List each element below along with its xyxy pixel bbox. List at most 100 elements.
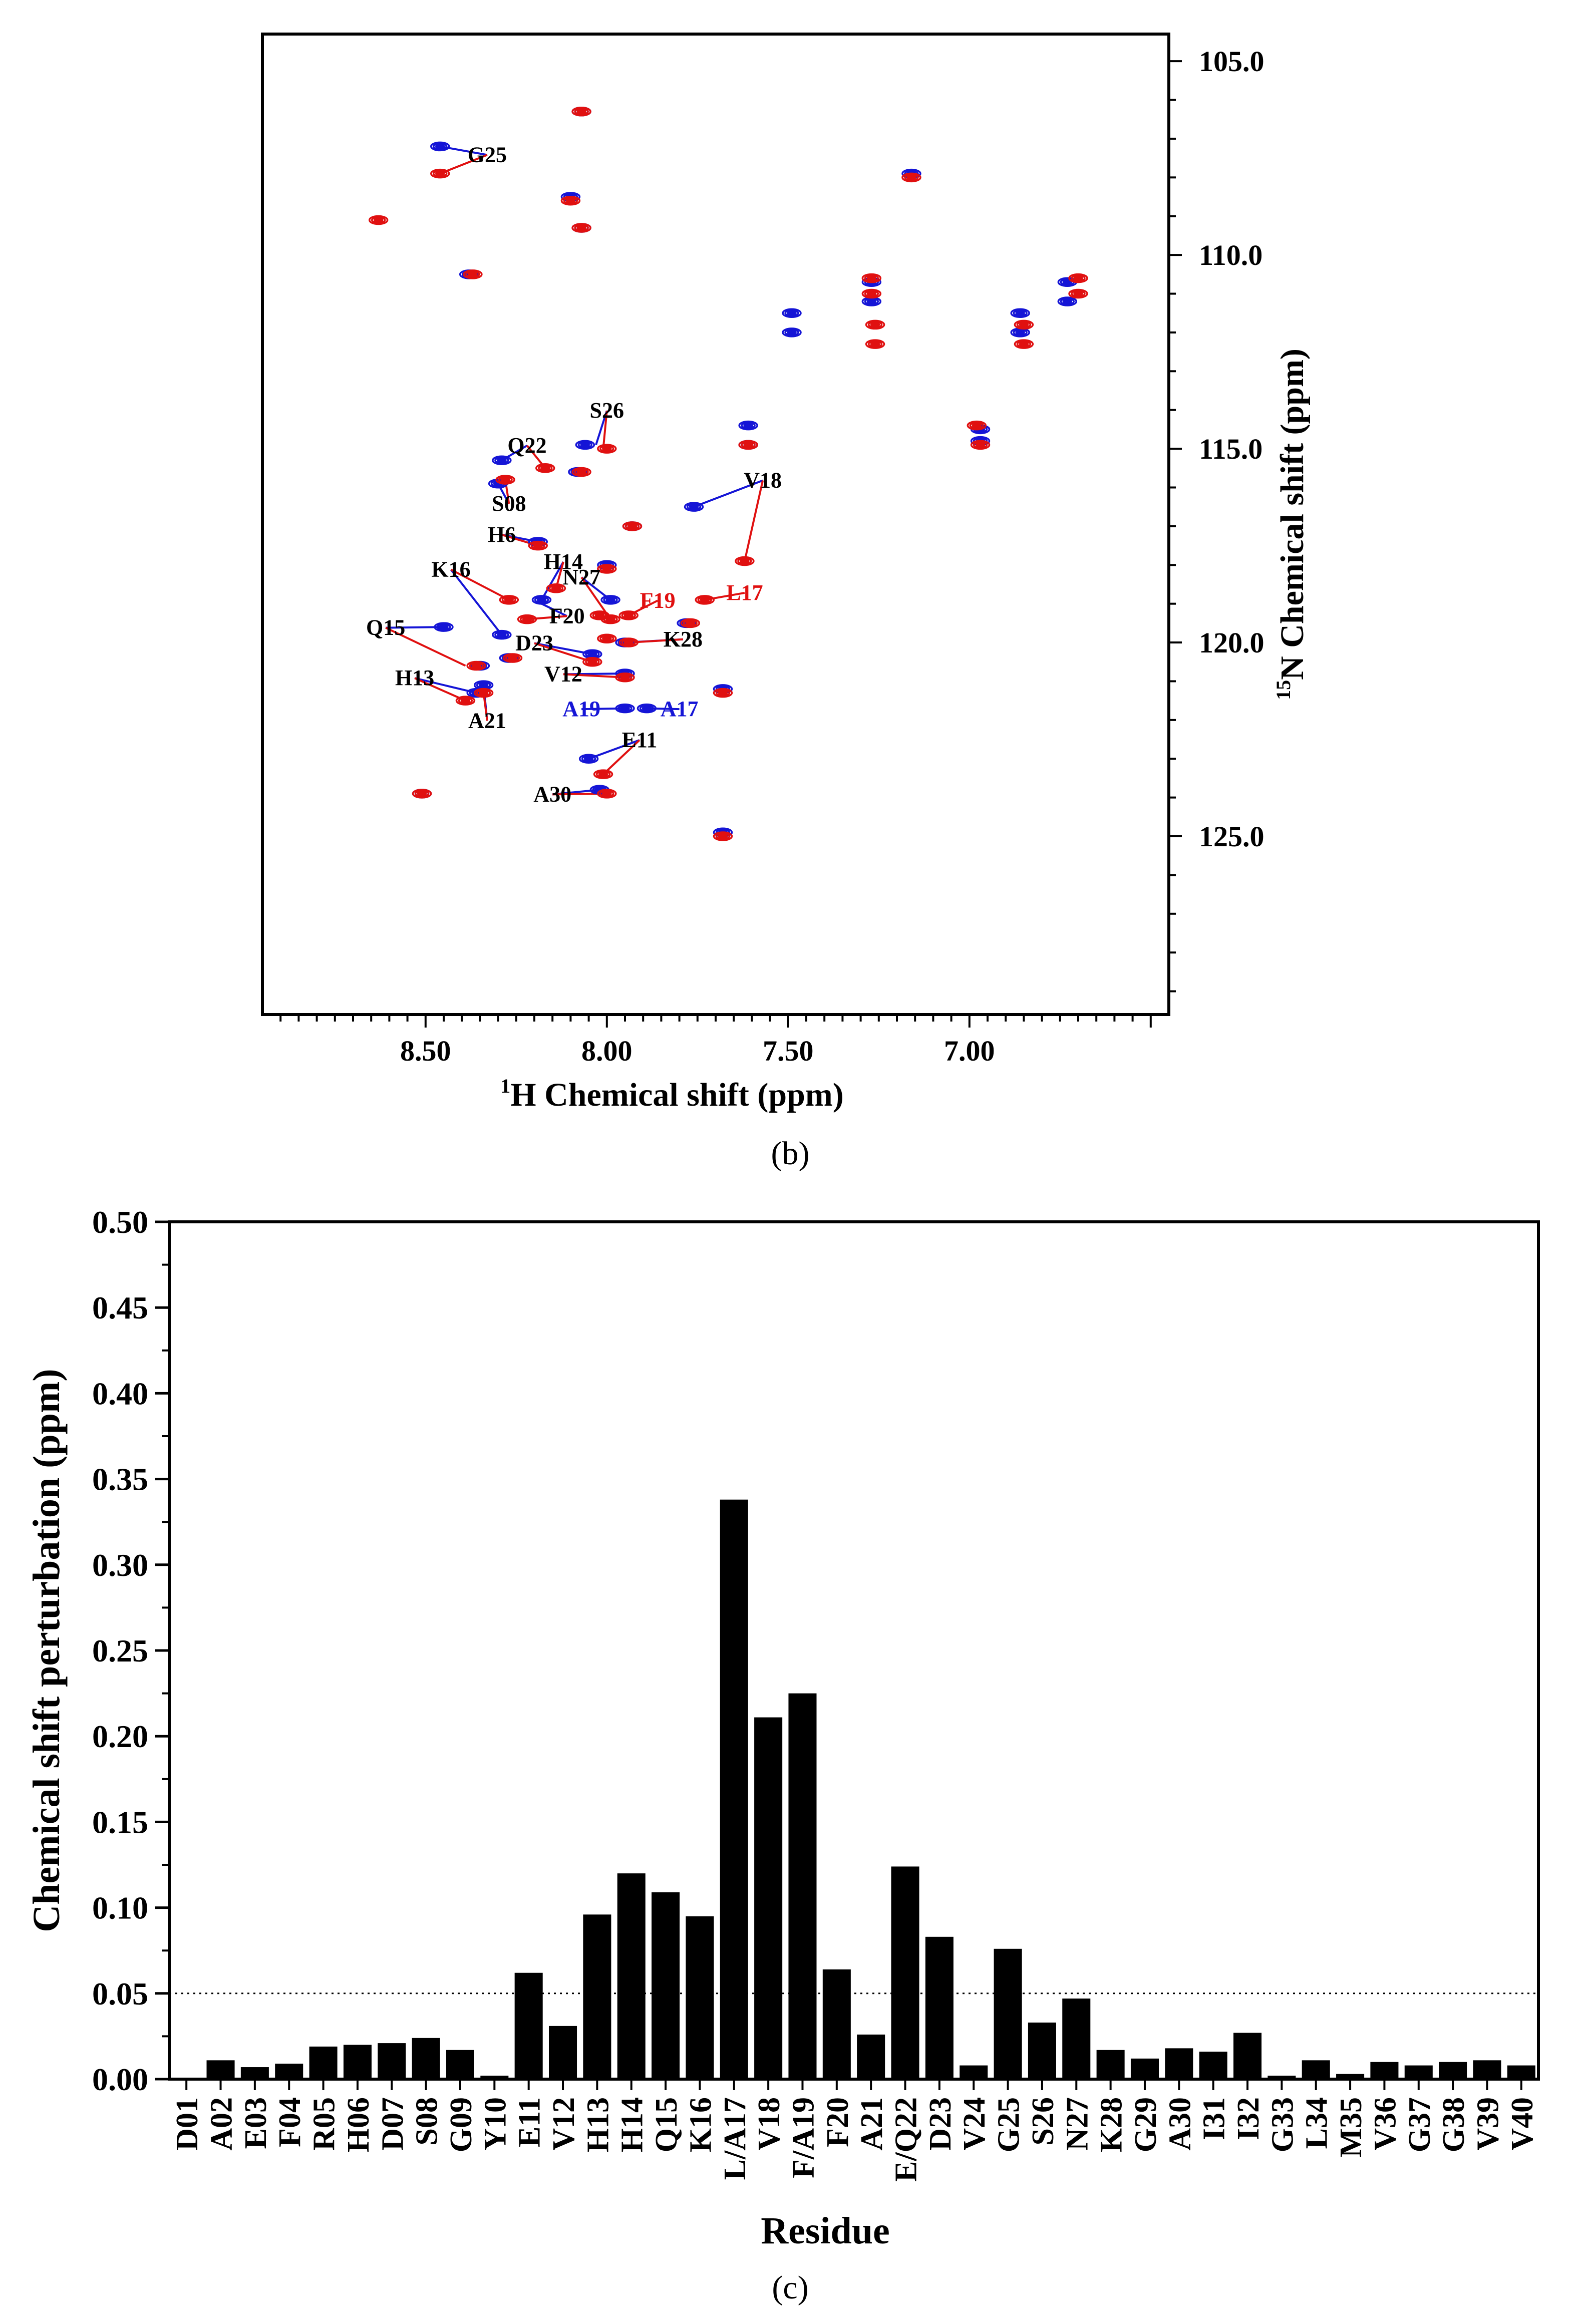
bound-peak (1014, 319, 1034, 330)
bound-peak (695, 595, 715, 605)
bound-peak-contour (598, 772, 608, 777)
free-peak (492, 629, 512, 640)
bound-peak (528, 540, 548, 551)
bound-peak-contour (571, 467, 591, 477)
bar-x-tick-label: S26 (1026, 2097, 1060, 2145)
bar-x-tick-label: D01 (170, 2097, 204, 2151)
bound-peak (473, 688, 494, 698)
hsqc-y-axis-label-text: N Chemical shift (ppm) (1274, 349, 1311, 680)
bound-peak-contour (975, 442, 986, 448)
bound-peak (735, 556, 755, 566)
bar-x-tick-label: K28 (1095, 2097, 1129, 2152)
bound-peak (600, 614, 620, 624)
free-peak-contour (575, 440, 595, 450)
hsqc-peaks (368, 107, 1088, 841)
bound-peak (597, 444, 617, 454)
bar-x-tick-label: V24 (958, 2097, 992, 2151)
free-peak-contour (603, 596, 618, 604)
bound-peak (618, 637, 639, 647)
bound-peak (517, 614, 537, 624)
hsqc-x-tick-label: 8.50 (400, 1035, 451, 1067)
bound-peak-contour (904, 174, 919, 181)
bar-V40 (1507, 2065, 1535, 2079)
bound-peak-contour (866, 275, 877, 281)
bound-peak-contour (576, 469, 586, 475)
hsqc-y-tick-label: 125.0 (1199, 820, 1264, 853)
bound-peak-contour (680, 618, 701, 628)
bar-y-tick-label: 0.00 (92, 2062, 148, 2097)
bound-peak-contour (969, 422, 985, 429)
bound-peak-contour (597, 633, 617, 644)
free-peak-contour (494, 457, 509, 464)
bound-peak-contour (371, 216, 386, 224)
free-peak-contour (536, 597, 547, 602)
free-peak (473, 680, 494, 690)
peak-label: G25 (468, 142, 507, 167)
bound-peak-contour (469, 662, 484, 670)
free-peak-contour (620, 706, 630, 711)
bound-peak-contour (417, 791, 427, 796)
csp-bar-chart-panel: 0.00 0.05 0.10 0.15 0.20 0.25 0.30 0.35 0.40 0.45… (26, 1204, 1540, 2306)
bound-peak-contour (565, 198, 576, 203)
bound-peak-contour (718, 690, 728, 696)
bound-peak (463, 269, 483, 279)
free-peak (861, 296, 882, 306)
bar-V24 (960, 2065, 988, 2079)
bound-peak (571, 223, 591, 233)
bar-x-tick-label: L/A17 (718, 2097, 752, 2180)
bound-peak-contour (864, 274, 879, 282)
bound-peak-contour (576, 109, 586, 114)
bound-peak (597, 633, 617, 644)
bar-x-tick-label: E/Q22 (889, 2097, 923, 2182)
bound-peak-contour (970, 440, 991, 450)
hsqc-x-axis: 8.50 8.00 7.50 7.00 (279, 1015, 1152, 1067)
hsqc-y-axis-label-sup: 15 (1272, 680, 1295, 700)
bound-peak-contour (587, 659, 597, 665)
bound-peak (582, 656, 602, 667)
bound-peak-contour (741, 441, 756, 449)
bound-peak-contour (1068, 288, 1088, 299)
bar-G37 (1404, 2065, 1433, 2079)
bar-x-tick-label: L34 (1300, 2097, 1334, 2149)
bound-peak (1068, 288, 1088, 299)
bound-peak (861, 288, 882, 299)
hsqc-x-tick-label: 7.50 (763, 1035, 814, 1067)
bar-y-tick-label: 0.45 (92, 1290, 148, 1325)
peak-label: K28 (664, 627, 703, 651)
bound-peak-contour (430, 168, 450, 179)
bound-peak-contour (548, 584, 564, 592)
bar-y-tick-label: 0.35 (92, 1462, 148, 1497)
bar-F20 (822, 1969, 851, 2079)
bar-x-tick-label: F04 (273, 2097, 307, 2147)
bar-x-tick-label: G29 (1129, 2097, 1163, 2152)
free-peak-contour (743, 423, 753, 428)
bound-peak-contour (597, 789, 617, 799)
free-peak (531, 595, 552, 605)
bar-y-tick-label: 0.50 (92, 1204, 148, 1240)
bar-y-tick-label: 0.15 (92, 1804, 148, 1840)
bound-peak (865, 339, 885, 349)
bar-x-tick-label: A30 (1163, 2097, 1197, 2151)
bar-x-tick-label: H13 (581, 2097, 615, 2152)
bound-peak-contour (551, 585, 561, 591)
bound-peak-contour (465, 270, 480, 278)
bar-L/A17 (720, 1499, 748, 2079)
free-peak-contour (497, 458, 507, 463)
peak-label: Q22 (507, 433, 546, 458)
bound-peak (589, 610, 610, 620)
free-assignment-line (595, 410, 608, 445)
free-peak-contour (787, 310, 797, 315)
bar-x-tick-label: Y10 (478, 2097, 512, 2151)
bound-peak-contour (605, 616, 615, 622)
bar-G09 (446, 2050, 474, 2079)
panel-label-b: (b) (771, 1135, 810, 1172)
free-peak-contour (1010, 308, 1030, 318)
bound-peak-contour (602, 636, 612, 641)
bound-peak-contour (530, 542, 545, 549)
bar-D23 (925, 1936, 954, 2079)
bound-peak-contour (471, 663, 481, 669)
bound-peak-contour (495, 475, 515, 485)
bound-peak (593, 769, 613, 779)
free-peak (600, 595, 620, 605)
bar-Q15 (652, 1892, 680, 2079)
